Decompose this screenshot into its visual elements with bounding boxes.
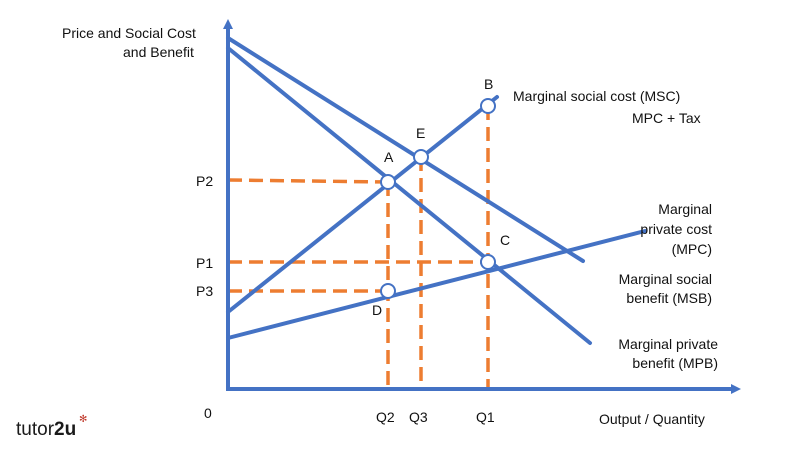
- msb-curve: [226, 36, 585, 263]
- mpb-label-line2: benefit (MPB): [632, 355, 718, 371]
- q1-label: Q1: [476, 409, 495, 425]
- point-a-marker: [380, 174, 396, 190]
- mpc-label-line2: private cost: [640, 221, 712, 237]
- y-axis-label-line1: Price and Social Cost: [62, 25, 196, 41]
- p1-label: P1: [196, 255, 213, 271]
- p3-label: P3: [196, 283, 213, 299]
- mpb-label-line1: Marginal private: [618, 336, 718, 352]
- point-b-label: B: [484, 76, 493, 92]
- tutor2u-logo[interactable]: tutor2u: [16, 419, 76, 441]
- logo-text-light: tutor: [16, 419, 55, 440]
- q3-label: Q3: [409, 409, 428, 425]
- msb-label-line2: benefit (MSB): [626, 290, 712, 306]
- msc-note: MPC + Tax: [632, 110, 701, 126]
- mpb-curve: [226, 46, 592, 345]
- point-e-marker: [413, 149, 429, 165]
- point-d-label: D: [372, 302, 382, 318]
- mpc-label-line1: Marginal: [658, 201, 712, 217]
- p2-guide-line: [227, 178, 389, 184]
- point-e-label: E: [416, 125, 425, 141]
- point-d-marker: [380, 283, 396, 299]
- msb-label-line1: Marginal social: [619, 271, 712, 287]
- logo-mark-icon: ✻: [79, 414, 88, 425]
- y-axis-label-line2: and Benefit: [123, 44, 194, 60]
- x-axis-label: Output / Quantity: [599, 411, 705, 427]
- point-a-label: A: [384, 149, 394, 165]
- point-c-marker: [480, 254, 496, 270]
- logo-text-bold: 2u: [54, 419, 77, 440]
- msc-label: Marginal social cost (MSC): [513, 88, 680, 104]
- msc-curve: [226, 95, 499, 314]
- p2-label: P2: [196, 173, 213, 189]
- point-c-label: C: [500, 232, 510, 248]
- mpc-label-line3: (MPC): [672, 241, 712, 257]
- mpc-curve: [226, 229, 647, 340]
- origin-label: 0: [204, 405, 212, 421]
- q2-label: Q2: [376, 409, 395, 425]
- point-b-marker: [480, 98, 496, 114]
